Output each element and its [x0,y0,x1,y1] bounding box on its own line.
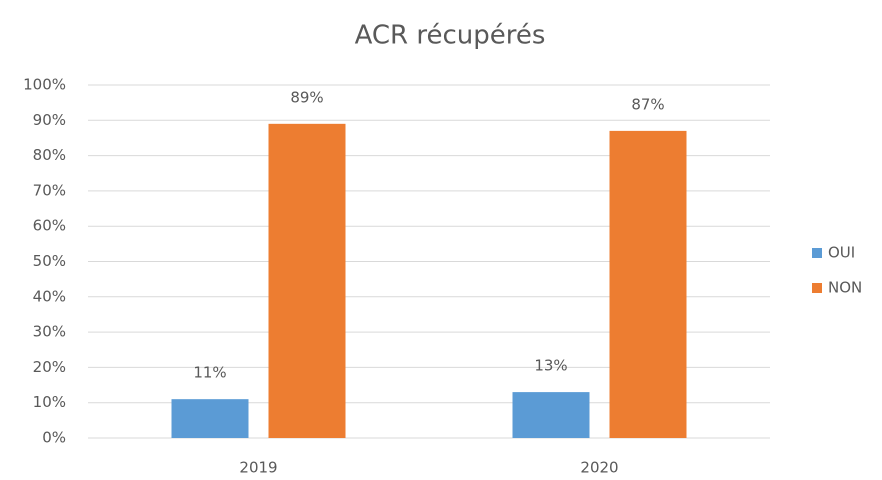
y-tick-label: 50% [33,252,66,270]
data-label: 89% [290,88,323,106]
chart-title: ACR récupérés [355,21,546,51]
bar [609,130,687,438]
y-tick-label: 70% [33,181,66,199]
y-tick-label: 60% [33,217,66,235]
legend-label: NON [828,279,862,297]
y-tick-label: 40% [33,287,66,305]
legend-swatch [812,248,822,258]
data-label: 87% [631,95,664,113]
legend-label: OUI [828,244,855,262]
legend-swatch [812,283,822,293]
bar [268,123,346,438]
y-tick-label: 30% [33,323,66,341]
x-tick-label: 2019 [239,459,277,477]
bar [512,392,590,438]
bar [171,399,249,438]
data-label: 13% [534,357,567,375]
y-tick-label: 0% [42,429,66,447]
x-tick-label: 2020 [580,459,618,477]
y-tick-label: 80% [33,146,66,164]
y-tick-label: 10% [33,393,66,411]
y-tick-label: 20% [33,358,66,376]
data-label: 11% [193,364,226,382]
y-tick-label: 90% [33,111,66,129]
y-tick-label: 100% [23,76,66,94]
